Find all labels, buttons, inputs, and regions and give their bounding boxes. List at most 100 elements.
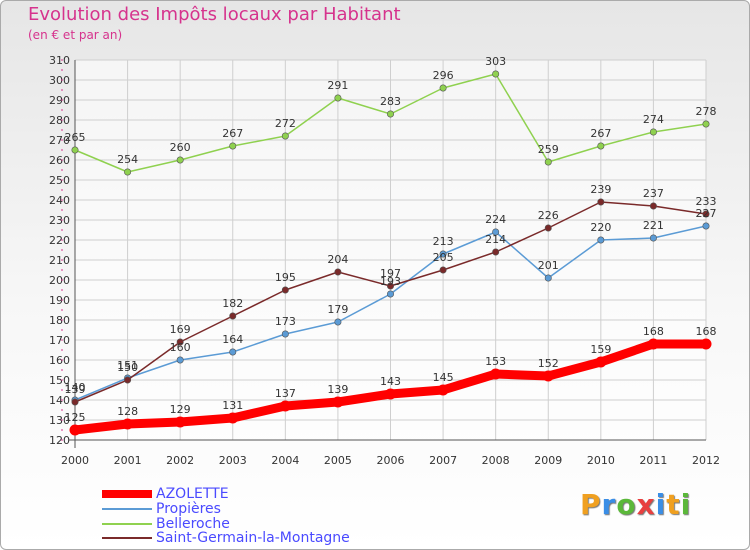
chart-subtitle: (en € et par an): [28, 28, 123, 42]
data-label-3: 214: [485, 233, 506, 246]
y-tick-label: 140: [49, 394, 70, 407]
y-tick-label: 250: [49, 174, 70, 187]
data-label-1: 227: [696, 207, 717, 220]
series-0-point: [227, 412, 239, 424]
series-1-point: [229, 348, 237, 356]
data-label-1: 220: [590, 221, 611, 234]
y-tick-label: 280: [49, 114, 70, 127]
data-label-1: 224: [485, 213, 506, 226]
data-label-3: 169: [170, 323, 191, 336]
data-label-3: 226: [538, 209, 559, 222]
data-label-0: 145: [433, 371, 454, 384]
series-2-point: [439, 84, 447, 92]
series-0-point: [69, 424, 81, 436]
data-label-1: 193: [380, 275, 401, 288]
data-label-0: 159: [590, 343, 611, 356]
data-label-2: 260: [170, 141, 191, 154]
data-label-3: 237: [643, 187, 664, 200]
series-3-point: [439, 266, 447, 274]
series-0-point: [279, 400, 291, 412]
series-0-point: [332, 396, 344, 408]
series-1-point: [702, 222, 710, 230]
x-tick-label: 2012: [692, 454, 720, 467]
series-2-point: [544, 158, 552, 166]
y-tick-label: 150: [49, 374, 70, 387]
x-tick-label: 2006: [377, 454, 405, 467]
y-tick-label: 240: [49, 194, 70, 207]
series-3-point: [702, 210, 710, 218]
legend-label-1: Propières: [156, 501, 221, 517]
series-0-point: [700, 338, 712, 350]
data-label-0: 137: [275, 387, 296, 400]
series-0-point: [437, 384, 449, 396]
logo-letter: o: [616, 488, 637, 521]
series-0-point: [385, 388, 396, 400]
series-0-point: [647, 338, 659, 350]
data-label-0: 128: [117, 405, 138, 418]
data-label-1: 179: [327, 303, 348, 316]
series-1-point: [176, 356, 184, 364]
logo-letter: P: [580, 488, 602, 521]
y-tick-label: 130: [49, 414, 70, 427]
x-tick-label: 2011: [639, 454, 667, 467]
data-label-1: 201: [538, 259, 559, 272]
logo-letter: i: [655, 488, 667, 521]
data-label-1: 221: [643, 219, 664, 232]
series-1-point: [386, 290, 394, 298]
x-tick-label: 2005: [324, 454, 352, 467]
x-tick-label: 2007: [429, 454, 457, 467]
series-0-point: [490, 368, 502, 380]
series-2-point: [492, 70, 500, 78]
data-label-3: 239: [590, 183, 611, 196]
legend-item-3: Saint-Germain-la-Montagne: [102, 530, 350, 546]
series-0-point: [542, 370, 554, 382]
data-label-1: 151: [117, 359, 138, 372]
data-label-2: 274: [643, 113, 664, 126]
data-label-1: 213: [433, 235, 454, 248]
series-1-point: [649, 234, 657, 242]
data-label-0: 168: [696, 325, 717, 338]
series-1-point: [334, 318, 342, 326]
series-2-point: [649, 128, 657, 136]
series-3-point: [229, 312, 237, 320]
y-tick-label: 200: [49, 274, 70, 287]
data-label-1: 173: [275, 315, 296, 328]
data-label-2: 278: [696, 105, 717, 118]
series-0-point: [174, 416, 186, 428]
logo-letter: i: [680, 488, 692, 521]
series-3-point: [124, 376, 132, 384]
series-1-point: [281, 330, 289, 338]
data-label-2: 291: [327, 79, 348, 92]
x-tick-label: 2002: [166, 454, 194, 467]
data-label-0: 129: [170, 403, 191, 416]
data-label-3: 204: [327, 253, 348, 266]
y-tick-label: 190: [49, 294, 70, 307]
series-3-point: [176, 338, 184, 346]
x-tick-label: 2009: [534, 454, 562, 467]
legend-swatch-2: [102, 523, 152, 525]
y-tick-label: 300: [49, 74, 70, 87]
x-tick-label: 2004: [271, 454, 299, 467]
series-3-point: [649, 202, 657, 210]
logo-letter: x: [636, 488, 656, 521]
y-tick-label: 160: [49, 354, 70, 367]
data-label-1: 160: [170, 341, 191, 354]
data-label-0: 125: [65, 411, 86, 424]
x-tick-label: 2010: [587, 454, 615, 467]
y-tick-label: 310: [49, 54, 70, 67]
data-label-3: 195: [275, 271, 296, 284]
series-2-point: [281, 132, 289, 140]
data-label-3: 205: [433, 251, 454, 264]
series-3-point: [386, 282, 394, 290]
x-tick-label: 2003: [219, 454, 247, 467]
series-2-point: [597, 142, 605, 150]
series-3-point: [544, 224, 552, 232]
data-label-2: 303: [485, 55, 506, 68]
data-label-0: 152: [538, 357, 559, 370]
data-label-3: 197: [380, 267, 401, 280]
data-label-2: 272: [275, 117, 296, 130]
chart-title: Evolution des Impôts locaux par Habitant: [28, 4, 401, 25]
data-label-3: 139: [65, 383, 86, 396]
y-tick-label: 210: [49, 254, 70, 267]
